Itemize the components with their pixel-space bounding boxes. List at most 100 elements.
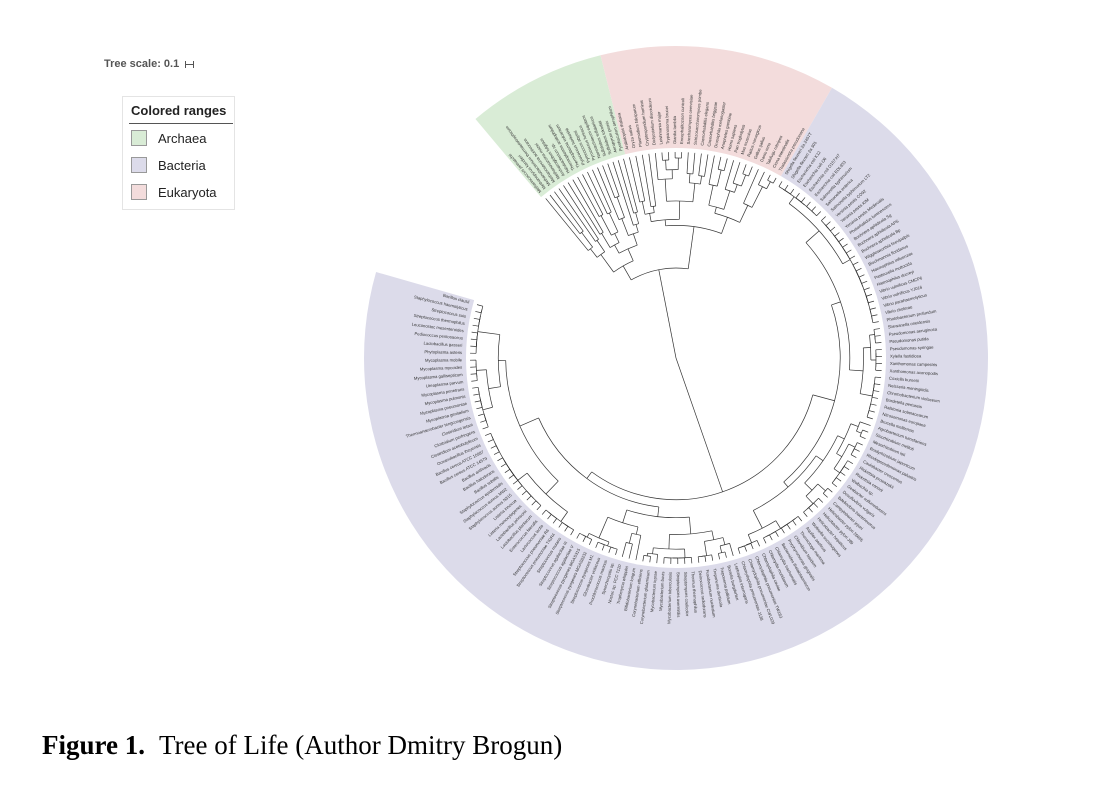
branch bbox=[471, 331, 478, 334]
branch bbox=[743, 203, 753, 208]
branch bbox=[521, 490, 527, 496]
branch bbox=[552, 515, 570, 528]
branch bbox=[751, 186, 763, 208]
leaf-label: Phytoplasma asteris bbox=[424, 349, 462, 355]
leaf-label: Pseudomonas syringae bbox=[890, 345, 935, 352]
branch bbox=[504, 469, 511, 473]
branch bbox=[629, 157, 641, 203]
branch bbox=[558, 188, 596, 242]
branch bbox=[775, 520, 781, 529]
branch bbox=[648, 153, 657, 207]
branch bbox=[599, 231, 604, 235]
branch bbox=[767, 174, 771, 181]
branch bbox=[741, 543, 752, 548]
leaf-label: Coxiella burnetii bbox=[889, 376, 919, 384]
branch bbox=[688, 173, 691, 183]
branch bbox=[552, 518, 557, 524]
branch bbox=[834, 232, 840, 237]
branch bbox=[473, 317, 480, 320]
branch bbox=[587, 171, 608, 215]
branch bbox=[517, 472, 528, 481]
branch bbox=[816, 211, 822, 216]
branch bbox=[545, 198, 589, 251]
branch bbox=[859, 435, 866, 439]
branch bbox=[739, 205, 749, 223]
branch bbox=[538, 417, 659, 508]
branch bbox=[729, 543, 734, 556]
branch bbox=[633, 211, 638, 214]
branch bbox=[750, 543, 754, 550]
branch bbox=[517, 485, 523, 490]
branch bbox=[821, 216, 826, 221]
branch bbox=[714, 207, 717, 214]
branch bbox=[475, 311, 482, 314]
branch bbox=[803, 511, 808, 517]
branch bbox=[714, 212, 740, 223]
branch bbox=[857, 442, 863, 446]
branch bbox=[725, 189, 735, 193]
branch bbox=[621, 218, 629, 236]
branch bbox=[818, 498, 824, 503]
branch bbox=[808, 507, 813, 513]
branch bbox=[627, 248, 634, 261]
branch bbox=[717, 156, 722, 170]
branch bbox=[850, 454, 857, 458]
branch bbox=[752, 510, 763, 529]
branch bbox=[842, 243, 848, 248]
branch bbox=[850, 423, 859, 427]
leaf-label: Streptococcus suis bbox=[431, 307, 466, 319]
branch bbox=[721, 217, 728, 234]
branch bbox=[692, 152, 696, 174]
leaf-label: Mycobacterium bovis bbox=[658, 571, 665, 611]
branch bbox=[758, 171, 765, 185]
branch bbox=[472, 324, 479, 327]
branch bbox=[715, 471, 723, 492]
branch bbox=[669, 530, 712, 535]
range-bacteria bbox=[364, 87, 989, 671]
colored-range-ring bbox=[364, 46, 989, 671]
branch bbox=[641, 154, 652, 207]
branch bbox=[692, 183, 696, 202]
branch bbox=[531, 500, 537, 506]
branch bbox=[628, 543, 633, 559]
branch bbox=[860, 393, 873, 397]
leaf-label: Giardia lamblia bbox=[672, 115, 677, 144]
branch bbox=[807, 498, 819, 510]
branch bbox=[812, 394, 835, 402]
branch bbox=[716, 169, 722, 187]
branch bbox=[704, 555, 707, 562]
branch bbox=[641, 201, 646, 215]
branch bbox=[649, 213, 652, 222]
branch bbox=[811, 206, 816, 212]
branch bbox=[545, 480, 559, 495]
leaf-label: Schizosaccharomyces pombe bbox=[693, 89, 703, 146]
branch bbox=[482, 426, 489, 430]
branch bbox=[766, 181, 771, 189]
branch bbox=[763, 537, 767, 544]
branch bbox=[616, 196, 625, 218]
branch bbox=[470, 338, 477, 341]
branch bbox=[607, 211, 612, 215]
leaf-label: Bacillus clausii bbox=[442, 293, 470, 305]
branch bbox=[493, 451, 500, 455]
branch bbox=[831, 482, 838, 488]
branch bbox=[840, 471, 846, 476]
branch bbox=[861, 280, 868, 284]
legend-swatch-eukaryota bbox=[131, 184, 147, 200]
leaf-label: Mycobacterium tuberculosis bbox=[666, 572, 672, 624]
branch bbox=[582, 534, 592, 540]
branch bbox=[781, 527, 785, 534]
branch bbox=[661, 152, 663, 161]
branch bbox=[622, 509, 628, 523]
branch bbox=[783, 481, 789, 488]
branch bbox=[866, 294, 873, 297]
branch bbox=[772, 177, 777, 184]
branch bbox=[614, 244, 620, 254]
branch bbox=[632, 233, 638, 246]
branch bbox=[775, 531, 779, 537]
branch bbox=[592, 169, 612, 213]
tree-scale-bar bbox=[185, 60, 195, 68]
branch bbox=[607, 541, 610, 547]
branch bbox=[724, 551, 727, 558]
branch bbox=[856, 430, 862, 434]
